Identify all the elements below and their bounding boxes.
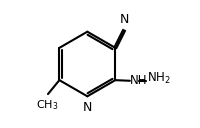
Text: NH$_2$: NH$_2$ bbox=[147, 71, 170, 86]
Text: N: N bbox=[83, 101, 92, 114]
Text: CH$_3$: CH$_3$ bbox=[36, 98, 59, 112]
Text: N: N bbox=[120, 13, 129, 26]
Text: NH: NH bbox=[130, 74, 148, 87]
